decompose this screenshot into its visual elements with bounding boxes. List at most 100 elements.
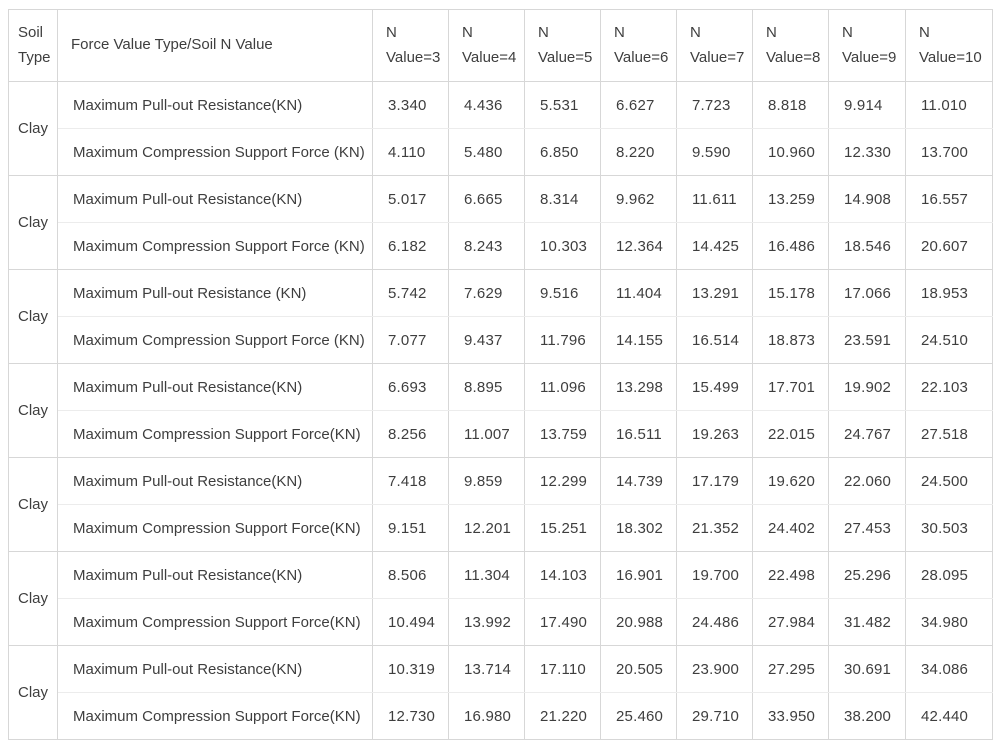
value-cell: 34.980 xyxy=(905,598,993,646)
value-cell: 30.691 xyxy=(828,645,906,693)
value-cell: 23.900 xyxy=(676,645,753,693)
value-cell: 22.103 xyxy=(905,363,993,411)
force-type-label: Maximum Pull-out Resistance(KN) xyxy=(57,363,373,411)
header-soil-type: Soil Type xyxy=(8,9,58,82)
header-n-value: N Value=3 xyxy=(372,9,449,82)
value-cell: 22.060 xyxy=(828,457,906,505)
value-cell: 31.482 xyxy=(828,598,906,646)
value-cell: 19.620 xyxy=(752,457,829,505)
value-cell: 16.980 xyxy=(448,692,525,740)
soil-type-cell: Clay xyxy=(8,551,58,646)
table-row: Clay Maximum Pull-out Resistance(KN) 7.418… xyxy=(8,457,993,552)
force-type-label: Maximum Pull-out Resistance(KN) xyxy=(57,175,373,223)
value-cell: 5.017 xyxy=(372,175,449,223)
force-type-label: Maximum Compression Support Force (KN) xyxy=(57,316,373,364)
value-cell: 34.086 xyxy=(905,645,993,693)
value-cell: 13.700 xyxy=(905,128,993,176)
value-cell: 9.437 xyxy=(448,316,525,364)
value-cell: 42.440 xyxy=(905,692,993,740)
header-n-value: N Value=9 xyxy=(828,9,906,82)
table-row: Clay Maximum Pull-out Resistance(KN) 3.340… xyxy=(8,81,993,176)
force-type-label: Maximum Pull-out Resistance(KN) xyxy=(57,645,373,693)
force-type-label: Maximum Pull-out Resistance (KN) xyxy=(57,269,373,317)
value-cell: 10.960 xyxy=(752,128,829,176)
value-cell: 24.402 xyxy=(752,504,829,552)
value-cell: 13.992 xyxy=(448,598,525,646)
value-cell: 3.340 xyxy=(372,81,449,129)
value-cell: 12.299 xyxy=(524,457,601,505)
table-row: Maximum Compression Support Force(KN) 10.… xyxy=(9,598,993,646)
soil-type-cell: Clay xyxy=(8,269,58,364)
value-cell: 20.988 xyxy=(600,598,677,646)
value-cell: 27.295 xyxy=(752,645,829,693)
value-cell: 25.460 xyxy=(600,692,677,740)
force-type-label: Maximum Compression Support Force(KN) xyxy=(57,598,373,646)
value-cell: 16.557 xyxy=(905,175,993,223)
value-cell: 18.302 xyxy=(600,504,677,552)
value-cell: 23.591 xyxy=(828,316,906,364)
value-cell: 9.914 xyxy=(828,81,906,129)
value-cell: 15.178 xyxy=(752,269,829,317)
value-cell: 7.077 xyxy=(372,316,449,364)
value-cell: 20.607 xyxy=(905,222,993,270)
value-cell: 14.155 xyxy=(600,316,677,364)
value-cell: 6.182 xyxy=(372,222,449,270)
table-row: Clay Maximum Pull-out Resistance(KN) 8.506… xyxy=(8,551,993,646)
value-cell: 11.404 xyxy=(600,269,677,317)
value-cell: 10.494 xyxy=(372,598,449,646)
header-n-value: N Value=4 xyxy=(448,9,525,82)
table-row: Maximum Compression Support Force(KN) 8.2… xyxy=(9,410,993,458)
value-cell: 18.873 xyxy=(752,316,829,364)
value-cell: 13.291 xyxy=(676,269,753,317)
value-cell: 17.490 xyxy=(524,598,601,646)
value-cell: 24.486 xyxy=(676,598,753,646)
value-cell: 7.418 xyxy=(372,457,449,505)
value-cell: 16.511 xyxy=(600,410,677,458)
value-cell: 13.259 xyxy=(752,175,829,223)
value-cell: 5.742 xyxy=(372,269,449,317)
value-cell: 11.304 xyxy=(448,551,525,599)
header-row: Soil Type Force Value Type/Soil N Value … xyxy=(8,9,993,82)
soil-type-cell: Clay xyxy=(8,457,58,552)
value-cell: 10.319 xyxy=(372,645,449,693)
value-cell: 11.010 xyxy=(905,81,993,129)
value-cell: 12.201 xyxy=(448,504,525,552)
table-row: Clay Maximum Pull-out Resistance (KN) 5.74… xyxy=(8,269,993,364)
value-cell: 11.096 xyxy=(524,363,601,411)
value-cell: 33.950 xyxy=(752,692,829,740)
force-type-label: Maximum Compression Support Force (KN) xyxy=(57,222,373,270)
table-row: Maximum Compression Support Force(KN) 12.… xyxy=(9,692,993,740)
value-cell: 8.895 xyxy=(448,363,525,411)
value-cell: 7.723 xyxy=(676,81,753,129)
value-cell: 6.693 xyxy=(372,363,449,411)
value-cell: 6.665 xyxy=(448,175,525,223)
value-cell: 27.518 xyxy=(905,410,993,458)
value-cell: 8.818 xyxy=(752,81,829,129)
value-cell: 27.984 xyxy=(752,598,829,646)
value-cell: 9.516 xyxy=(524,269,601,317)
value-cell: 21.220 xyxy=(524,692,601,740)
value-cell: 8.243 xyxy=(448,222,525,270)
value-cell: 22.015 xyxy=(752,410,829,458)
value-cell: 16.901 xyxy=(600,551,677,599)
value-cell: 5.480 xyxy=(448,128,525,176)
value-cell: 22.498 xyxy=(752,551,829,599)
value-cell: 11.007 xyxy=(448,410,525,458)
value-cell: 24.500 xyxy=(905,457,993,505)
header-n-value: N Value=10 xyxy=(905,9,993,82)
value-cell: 6.850 xyxy=(524,128,601,176)
value-cell: 38.200 xyxy=(828,692,906,740)
value-cell: 21.352 xyxy=(676,504,753,552)
force-type-label: Maximum Pull-out Resistance(KN) xyxy=(57,457,373,505)
force-type-label: Maximum Compression Support Force(KN) xyxy=(57,504,373,552)
value-cell: 24.767 xyxy=(828,410,906,458)
header-n-value: N Value=8 xyxy=(752,9,829,82)
table-row: Clay Maximum Pull-out Resistance(KN) 10.31… xyxy=(8,645,993,740)
value-cell: 8.220 xyxy=(600,128,677,176)
table-body: Clay Maximum Pull-out Resistance(KN) 3.340… xyxy=(8,81,993,740)
value-cell: 4.110 xyxy=(372,128,449,176)
value-cell: 19.902 xyxy=(828,363,906,411)
value-cell: 14.103 xyxy=(524,551,601,599)
value-cell: 14.425 xyxy=(676,222,753,270)
